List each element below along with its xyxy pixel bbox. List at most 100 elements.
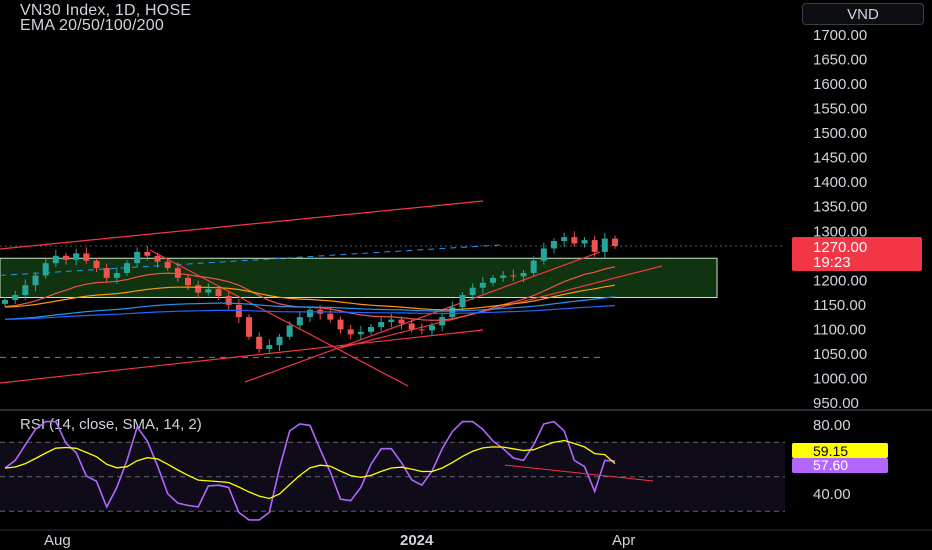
price-tick-label: 1550.00 [813, 101, 867, 118]
ema-200-line [4, 304, 616, 320]
candle-body [449, 307, 456, 318]
candle-body [93, 260, 100, 269]
candle-body [439, 317, 446, 326]
candle-body [612, 238, 618, 246]
rsi-value-badge [792, 458, 888, 473]
candle-body [154, 255, 161, 262]
time-axis-label: 2024 [400, 532, 434, 549]
candle-body [581, 240, 588, 244]
candle-body [174, 268, 181, 278]
trend-line [244, 251, 601, 383]
candle-body [246, 317, 252, 337]
candle-body [469, 287, 476, 296]
price-tick-label: 1650.00 [813, 52, 867, 69]
countdown-label: 19:23 [813, 254, 851, 271]
candle-body [42, 263, 49, 276]
candle-body [124, 263, 130, 273]
candle-body [22, 285, 29, 296]
rsi-tick-label: 80.00 [813, 417, 851, 434]
candle-body [164, 261, 171, 269]
price-tick-label: 1050.00 [813, 346, 867, 363]
indicator-title: EMA 20/50/100/200 [20, 17, 164, 34]
price-tick-label: 1350.00 [813, 199, 867, 216]
rsi-tick-label: 40.00 [813, 486, 851, 503]
time-axis-label: Apr [612, 532, 635, 549]
candle-body [337, 319, 344, 330]
candle-body [540, 248, 547, 261]
current-price-badge [792, 236, 922, 271]
candle-body [307, 309, 313, 318]
price-tick-label: 1450.00 [813, 150, 867, 167]
price-tick-label: 950.00 [813, 395, 859, 412]
candle-body [591, 240, 598, 252]
candle-body [500, 275, 507, 278]
candle-body [530, 260, 537, 273]
trend-line [0, 200, 484, 250]
candle-body [103, 268, 110, 278]
candle-body [398, 319, 405, 324]
trend-line [339, 265, 663, 349]
price-tick-label: 1500.00 [813, 125, 867, 142]
candle-body [408, 323, 415, 330]
trend-line [0, 329, 484, 384]
candle-body [429, 325, 435, 331]
candle-body [185, 277, 191, 286]
rsi-value: 57.60 [813, 457, 848, 473]
price-tick-label: 1600.00 [813, 76, 867, 93]
candle-body [195, 285, 202, 293]
candle-body [296, 317, 303, 326]
price-tick-label: 1200.00 [813, 272, 867, 289]
candle-body [490, 277, 496, 283]
candle-body [520, 272, 527, 277]
price-tick-label: 1300.00 [813, 223, 867, 240]
symbol-title: VN30 Index, 1D, HOSE [20, 2, 192, 19]
candle-body [52, 255, 59, 264]
price-tick-label: 1700.00 [813, 27, 867, 44]
candle-body [388, 319, 395, 323]
candle-body [459, 295, 466, 308]
candle-body [205, 289, 212, 293]
price-tick-label: 1100.00 [813, 321, 866, 338]
price-tick-label: 1150.00 [813, 297, 866, 314]
price-tick-label: 1400.00 [813, 174, 867, 191]
ema-100-line [4, 296, 616, 320]
candle-body [215, 289, 222, 297]
candle-body [266, 345, 273, 350]
candle-body [368, 326, 374, 332]
candle-body [225, 296, 232, 305]
candle-body [2, 299, 8, 304]
candle-body [286, 325, 293, 337]
rsi-label: RSI (14, close, SMA, 14, 2) [20, 416, 202, 433]
candle-body [551, 241, 557, 249]
current-price-label: 1270.00 [813, 239, 867, 256]
candle-body [327, 313, 334, 320]
candle-body [12, 295, 19, 300]
candle-body [378, 322, 385, 327]
rsi-sma-badge [792, 443, 888, 458]
candle-body [73, 253, 80, 260]
candle-body [276, 336, 283, 346]
candle-body [256, 336, 263, 350]
candle-body [113, 272, 120, 278]
candle-body [134, 251, 141, 264]
candle-body [561, 237, 568, 242]
trend-line [149, 249, 409, 387]
candle-body [63, 255, 69, 260]
rsi-sma-value: 59.15 [813, 443, 848, 459]
rsi-line [4, 420, 616, 521]
ema-50-line [4, 284, 616, 311]
time-axis-label: Aug [44, 532, 71, 549]
candle-body [418, 329, 425, 331]
candle-body [571, 237, 578, 244]
candle-body [144, 251, 151, 256]
candle-body [32, 275, 39, 286]
candle-body [601, 238, 608, 252]
candle-body [479, 282, 486, 288]
candle-body [347, 329, 354, 335]
currency-button[interactable]: VND [802, 3, 924, 25]
candle-body [83, 253, 90, 261]
price-tick-label: 1000.00 [813, 370, 867, 387]
rsi-sma-line [4, 439, 616, 500]
candle-body [510, 275, 517, 277]
